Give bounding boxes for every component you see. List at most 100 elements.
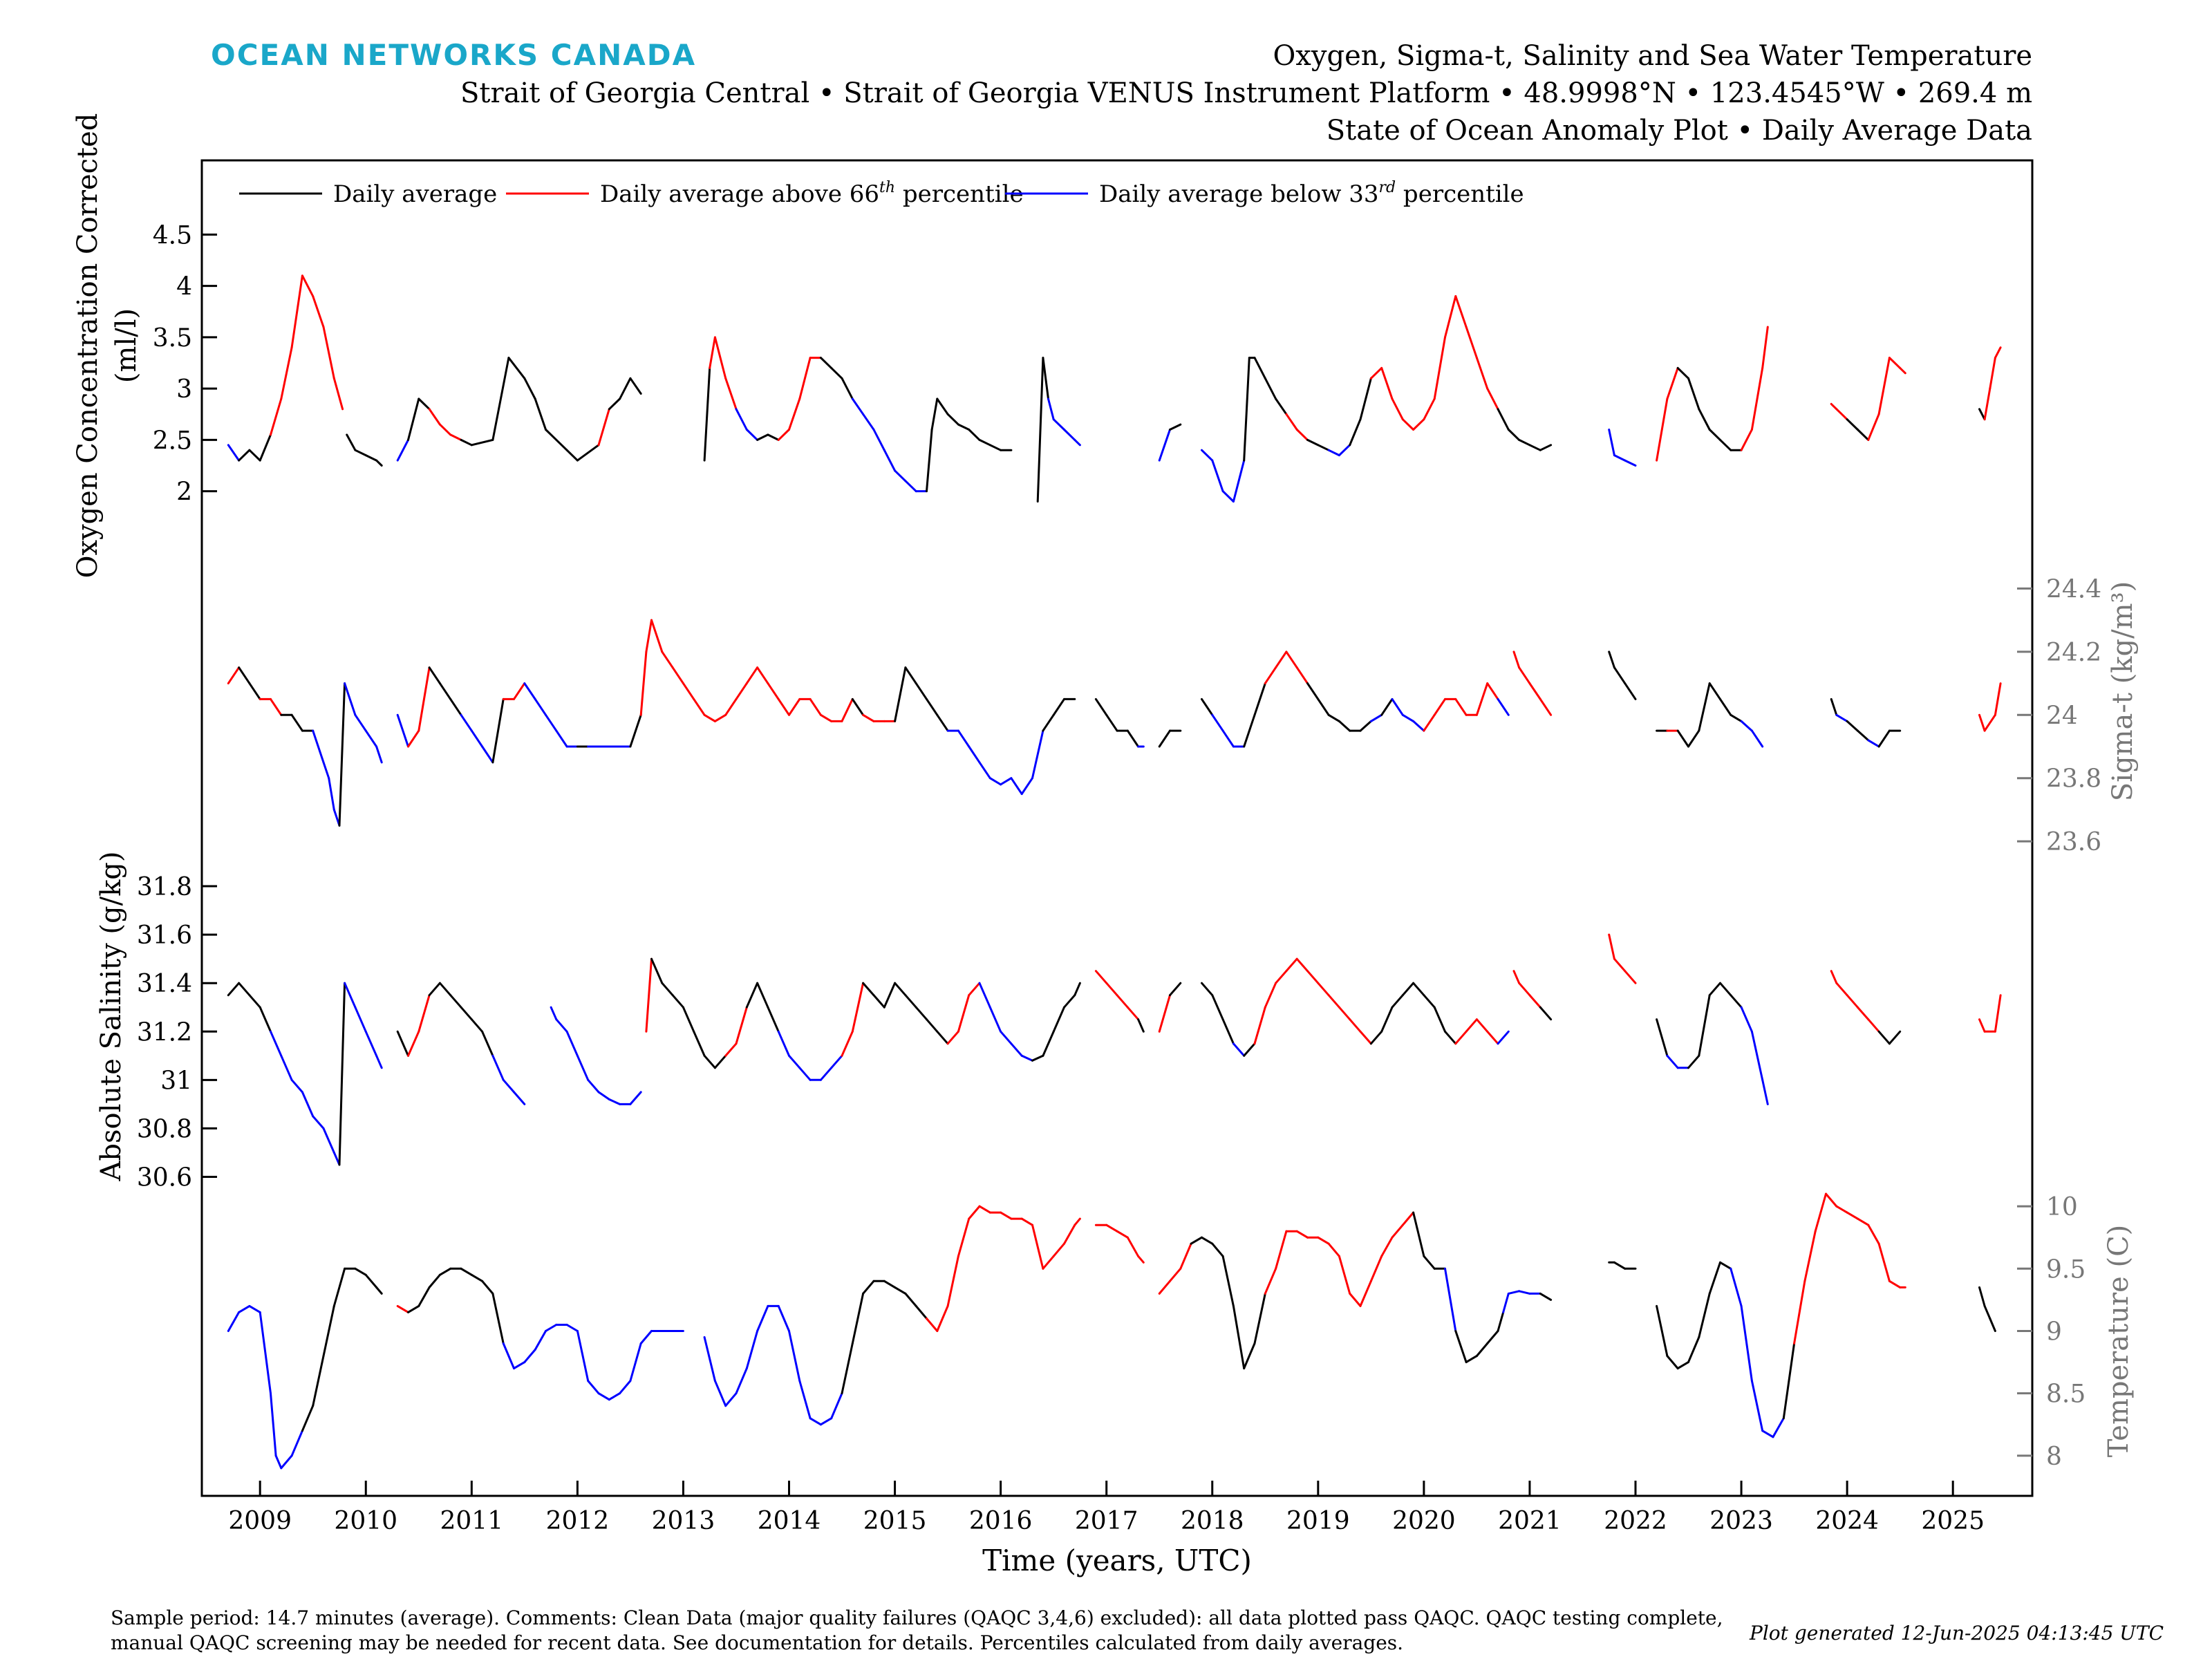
temperature-series-segment — [565, 1324, 579, 1332]
temperature-series-segment — [1211, 1242, 1224, 1257]
oxygen-series-segment — [1708, 429, 1721, 441]
salinity-series-segment — [1486, 1030, 1499, 1045]
salinity-series-segment — [819, 1067, 833, 1081]
salinity-series-segment — [407, 1030, 420, 1057]
oxygen-y-tick-label: 2 — [176, 478, 192, 507]
salinity-series-segment — [1512, 970, 1521, 984]
sigma-series-segment — [1158, 729, 1171, 748]
oxygen-series-segment — [1518, 438, 1531, 447]
sigma-series-segment — [428, 666, 441, 685]
temperature-series-segment — [1169, 1267, 1182, 1282]
salinity-series-segment — [1867, 1018, 1880, 1033]
salinity-series-segment — [1000, 1030, 1013, 1045]
temperature-series-segment — [830, 1392, 843, 1420]
salinity-series-segment — [1169, 982, 1182, 997]
oxygen-series-segment — [904, 480, 917, 493]
salinity-series-segment — [238, 982, 251, 997]
oxygen-series-segment — [576, 444, 600, 462]
temperature-y-tick-label: 8 — [2046, 1443, 2062, 1471]
temperature-series-segment — [936, 1304, 949, 1332]
temperature-series-segment — [798, 1380, 812, 1420]
salinity-series-segment — [1687, 1054, 1700, 1069]
temperature-series-segment — [1465, 1355, 1478, 1364]
sigma-y-label: Sigma-t (kg/m³) — [2107, 581, 2139, 801]
oxygen-series-segment — [841, 377, 854, 400]
oxygen-series-segment — [1994, 346, 2002, 359]
sigma-series-segment — [745, 666, 759, 685]
temperature-series-segment — [274, 1454, 283, 1470]
salinity-series-segment — [1624, 970, 1637, 984]
oxygen-series-segment — [1264, 377, 1277, 400]
oxygen-series-segment — [1349, 418, 1362, 447]
legend: Daily average Daily average above 66th p… — [239, 179, 1524, 208]
oxygen-series-segment — [788, 397, 801, 431]
salinity-series-segment — [301, 1091, 315, 1118]
temperature-series-segment — [1369, 1255, 1383, 1282]
salinity-series-segment — [1116, 994, 1129, 1009]
sigma-series-segment — [545, 713, 558, 732]
oxygen-series-segment — [1317, 444, 1330, 451]
salinity-y-tick-label: 30.8 — [137, 1115, 192, 1143]
oxygen-series-segment — [1047, 397, 1055, 421]
temperature-series-segment — [1380, 1236, 1394, 1257]
salinity-series-segment — [703, 1054, 716, 1069]
oxygen-series-segment — [1412, 418, 1425, 431]
salinity-series-segment — [1740, 1006, 1753, 1033]
temperature-series-segment — [375, 1286, 383, 1295]
sigma-series-segment — [227, 666, 241, 685]
panel-temperature: 8 8.5 9 9.5 10 — [227, 1192, 2086, 1471]
sigma-series-segment — [682, 682, 695, 700]
oxygen-series-segment — [862, 413, 875, 431]
temperature-series-segment — [1475, 1342, 1489, 1358]
salinity-series-segment — [1380, 1006, 1394, 1033]
oxygen-series-segment — [290, 274, 303, 349]
sigma-y-tick-label: 23.8 — [2046, 765, 2101, 794]
salinity-series-segment — [798, 1067, 812, 1081]
salinity-series-segment — [894, 982, 907, 997]
oxygen-series-segment — [978, 438, 991, 447]
salinity-series-segment — [915, 1006, 928, 1021]
oxygen-series-segment — [460, 438, 473, 447]
oxygen-series-segment — [830, 366, 843, 379]
chart-subtitle: Strait of Georgia Central • Strait of Ge… — [460, 77, 2032, 109]
temperature-series-segment — [1803, 1230, 1817, 1282]
temperature-series-segment — [1750, 1380, 1764, 1432]
sigma-series-segment — [713, 713, 727, 722]
oxygen-series-segment — [1232, 459, 1246, 503]
sigma-series-segment — [1052, 697, 1065, 716]
temperature-series-segment — [1317, 1236, 1330, 1245]
salinity-series-segment — [1232, 1042, 1246, 1057]
oxygen-series-segment — [1169, 423, 1182, 431]
salinity-series-segment — [988, 1006, 1002, 1033]
temperature-series-segment — [1116, 1230, 1129, 1239]
salinity-series-segment — [1020, 1054, 1033, 1062]
oxygen-series-segment — [259, 433, 272, 462]
sigma-series-segment — [703, 713, 716, 722]
oxygen-series-segment — [1201, 449, 1214, 462]
oxygen-series-segment — [1423, 397, 1436, 421]
sigma-series-segment — [513, 682, 526, 700]
salinity-series-segment — [957, 994, 971, 1033]
sigma-series-segment — [1391, 697, 1404, 716]
oxygen-series-segment — [1475, 357, 1489, 390]
oxygen-y-tick-label: 2.5 — [153, 427, 192, 455]
sigma-series-segment — [894, 666, 907, 722]
temperature-series-segment — [1730, 1267, 1743, 1307]
temperature-series-segment — [745, 1330, 759, 1370]
temperature-series-segment — [470, 1273, 484, 1282]
salinity-series-segment — [645, 957, 653, 1033]
oxygen-series-segment — [1698, 408, 1711, 431]
temperature-series-segment — [1983, 1304, 1991, 1320]
sigma-y-tick-label: 23.6 — [2046, 828, 2101, 856]
temperature-series-segment — [1978, 1286, 1986, 1307]
sigma-series-segment — [629, 713, 642, 748]
sigma-series-segment — [1454, 697, 1468, 716]
oxygen-series-segment — [1063, 429, 1076, 441]
sigma-y-tick-label: 24.4 — [2046, 575, 2101, 603]
temperature-series-segment — [280, 1454, 293, 1470]
oxygen-series-segment — [894, 469, 907, 482]
sigma-series-segment — [1719, 697, 1732, 716]
oxygen-series-segment — [767, 433, 780, 441]
temperature-series-segment — [1232, 1304, 1246, 1370]
temperature-series-segment — [1327, 1242, 1340, 1257]
